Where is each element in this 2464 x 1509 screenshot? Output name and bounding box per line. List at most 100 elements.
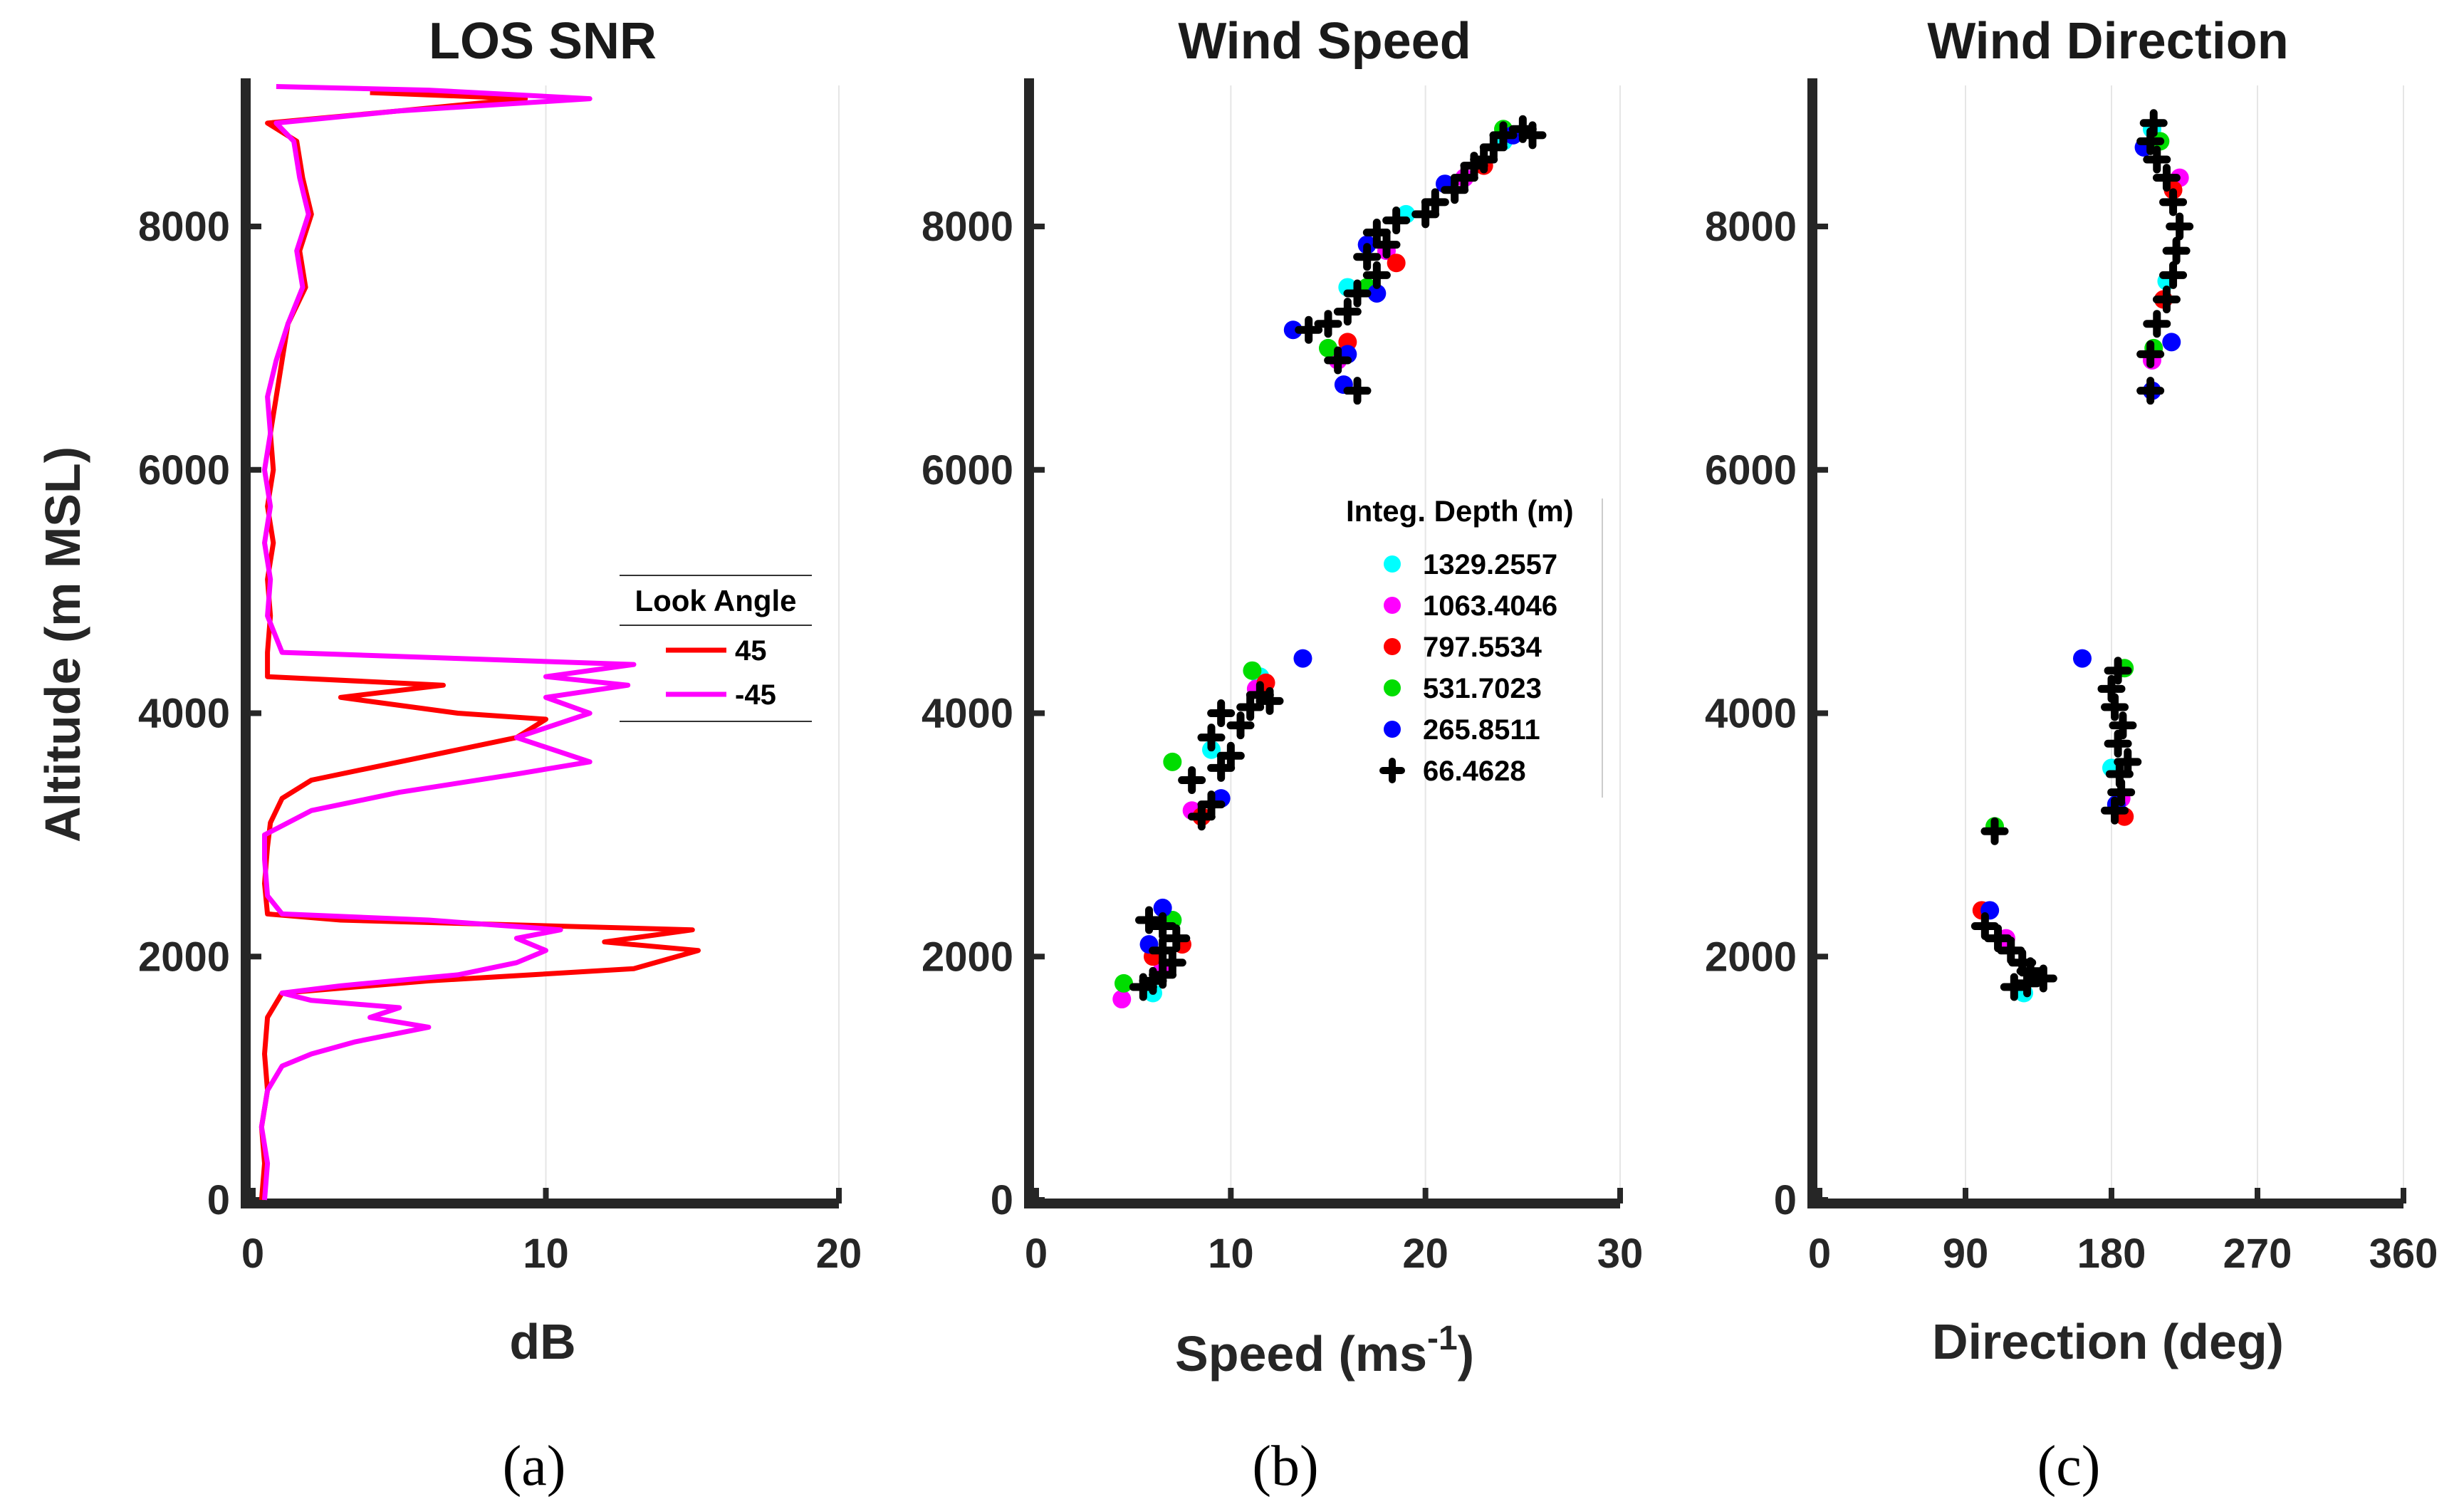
data-point (2114, 748, 2142, 776)
legend-title: Integ. Depth (m) (1346, 494, 1574, 528)
data-point (1153, 898, 1172, 917)
legend-label-531.7023: 531.7023 (1423, 673, 1542, 704)
data-point (2109, 711, 2137, 740)
data-point (2136, 340, 2165, 368)
y-tick-label: 8000 (922, 204, 1013, 250)
data-point (2097, 674, 2126, 703)
legend-label-1329.2557: 1329.2557 (1423, 549, 1557, 580)
panel-caption: (a) (503, 1435, 566, 1498)
data-point (1997, 936, 2025, 965)
data-point (1226, 711, 1255, 740)
legend-marker-66.4628 (1379, 758, 1405, 783)
data-point (1135, 906, 1164, 934)
x-tick-label: 180 (2077, 1231, 2146, 1277)
x-axis-label-text: Speed (ms (1175, 1326, 1427, 1382)
data-point (1207, 699, 1236, 727)
series-line-45 (259, 90, 701, 1201)
legend-label-66.4628: 66.4628 (1423, 756, 1526, 787)
y-tick-label: 0 (1774, 1177, 1797, 1223)
data-point (1324, 346, 1352, 375)
x-axis-label: Direction (deg) (1932, 1314, 2284, 1369)
data-point (1112, 990, 1132, 1009)
x-tick-label: 10 (523, 1231, 569, 1277)
data-point (1197, 724, 1226, 752)
data-point (1283, 320, 1303, 340)
data-point (1353, 243, 1382, 271)
legend-marker-265.8511 (1384, 721, 1401, 738)
panel-los-snr: LOS SNR Altitude (m MSL) dB (a) 0 10 20 0 20… (35, 13, 862, 1498)
data-point (2143, 145, 2171, 174)
legend-marker-1329.2557 (1384, 555, 1401, 573)
data-point (1362, 261, 1391, 289)
legend-label-797.5534: 797.5534 (1423, 632, 1542, 663)
data-point (2101, 796, 2129, 825)
legend: Look Angle 45 -45 (620, 575, 812, 722)
legend-marker-797.5534 (1384, 638, 1401, 655)
panel-caption: (b) (1252, 1435, 1318, 1498)
x-axis-label: dB (509, 1314, 575, 1369)
panel-caption: (c) (2037, 1435, 2101, 1498)
y-tick-label: 0 (991, 1177, 1013, 1223)
legend-label-265.8511: 265.8511 (1423, 714, 1540, 746)
x-tick-label: 270 (2223, 1231, 2292, 1277)
data-point (1382, 206, 1411, 234)
data-point (2152, 286, 2181, 314)
data-point (1293, 649, 1312, 668)
data-point (1970, 912, 1999, 941)
chart-title: LOS SNR (429, 13, 657, 70)
data-point (1216, 741, 1245, 770)
data-point (1319, 338, 1337, 357)
data-point (1984, 924, 2013, 953)
x-axis-label-superscript: -1 (1427, 1320, 1458, 1357)
data-point (1314, 310, 1342, 338)
data-point (2143, 310, 2171, 338)
data-point (1295, 315, 1323, 344)
data-point (2029, 964, 2057, 993)
x-tick-label: 360 (2369, 1231, 2438, 1277)
data-point (1362, 219, 1391, 247)
data-point (2136, 377, 2165, 405)
data-point (1980, 817, 2009, 845)
data-point (2139, 109, 2168, 137)
data-point (1178, 766, 1206, 794)
data-point (1256, 686, 1284, 715)
data-point (2166, 212, 2194, 241)
data-point (1149, 936, 1177, 965)
y-tick-label: 2000 (138, 934, 230, 980)
data-point (2162, 236, 2191, 265)
x-tick-label: 90 (1943, 1231, 1989, 1277)
series-line--45 (259, 84, 637, 1201)
x-tick-label: 0 (241, 1231, 264, 1277)
x-tick-label: 10 (1208, 1231, 1254, 1277)
data-point (2104, 657, 2132, 685)
x-axis-label: Speed (ms-1) (1175, 1320, 1474, 1382)
x-axis-label-close: ) (1458, 1326, 1474, 1382)
legend-marker-1063.4046 (1384, 597, 1401, 614)
data-point (1197, 790, 1226, 819)
legend-title: Look Angle (635, 584, 796, 617)
x-tick-label: 0 (1025, 1231, 1048, 1277)
data-point (1163, 752, 1182, 771)
data-point (1333, 298, 1362, 326)
data-point (1343, 279, 1372, 308)
y-tick-label: 8000 (1705, 204, 1797, 250)
data-point (2159, 261, 2188, 289)
x-tick-label: 20 (1402, 1231, 1448, 1277)
legend-label--45: -45 (735, 679, 776, 711)
y-tick-label: 4000 (138, 691, 230, 737)
data-point (2162, 333, 2181, 352)
y-tick-label: 6000 (138, 447, 230, 494)
y-tick-label: 6000 (1705, 447, 1797, 494)
y-tick-label: 4000 (922, 691, 1013, 737)
data-point (1343, 377, 1372, 405)
legend: Integ. Depth (m) 1329.2557 1063.4046 797.55… (1346, 494, 1603, 798)
y-tick-label: 2000 (1705, 934, 1797, 980)
panel-wind-direction: Wind Direction Direction (deg) (c) 0 90 18… (1705, 13, 2438, 1498)
panel-wind-speed: Wind Speed Speed (ms-1) (b) 0 10 20 30 0 2000… (922, 13, 1643, 1498)
data-point (2159, 188, 2188, 216)
x-tick-label: 0 (1808, 1231, 1831, 1277)
data-point (2000, 973, 2028, 1001)
data-point (1387, 254, 1406, 273)
x-tick-label: 20 (816, 1231, 862, 1277)
